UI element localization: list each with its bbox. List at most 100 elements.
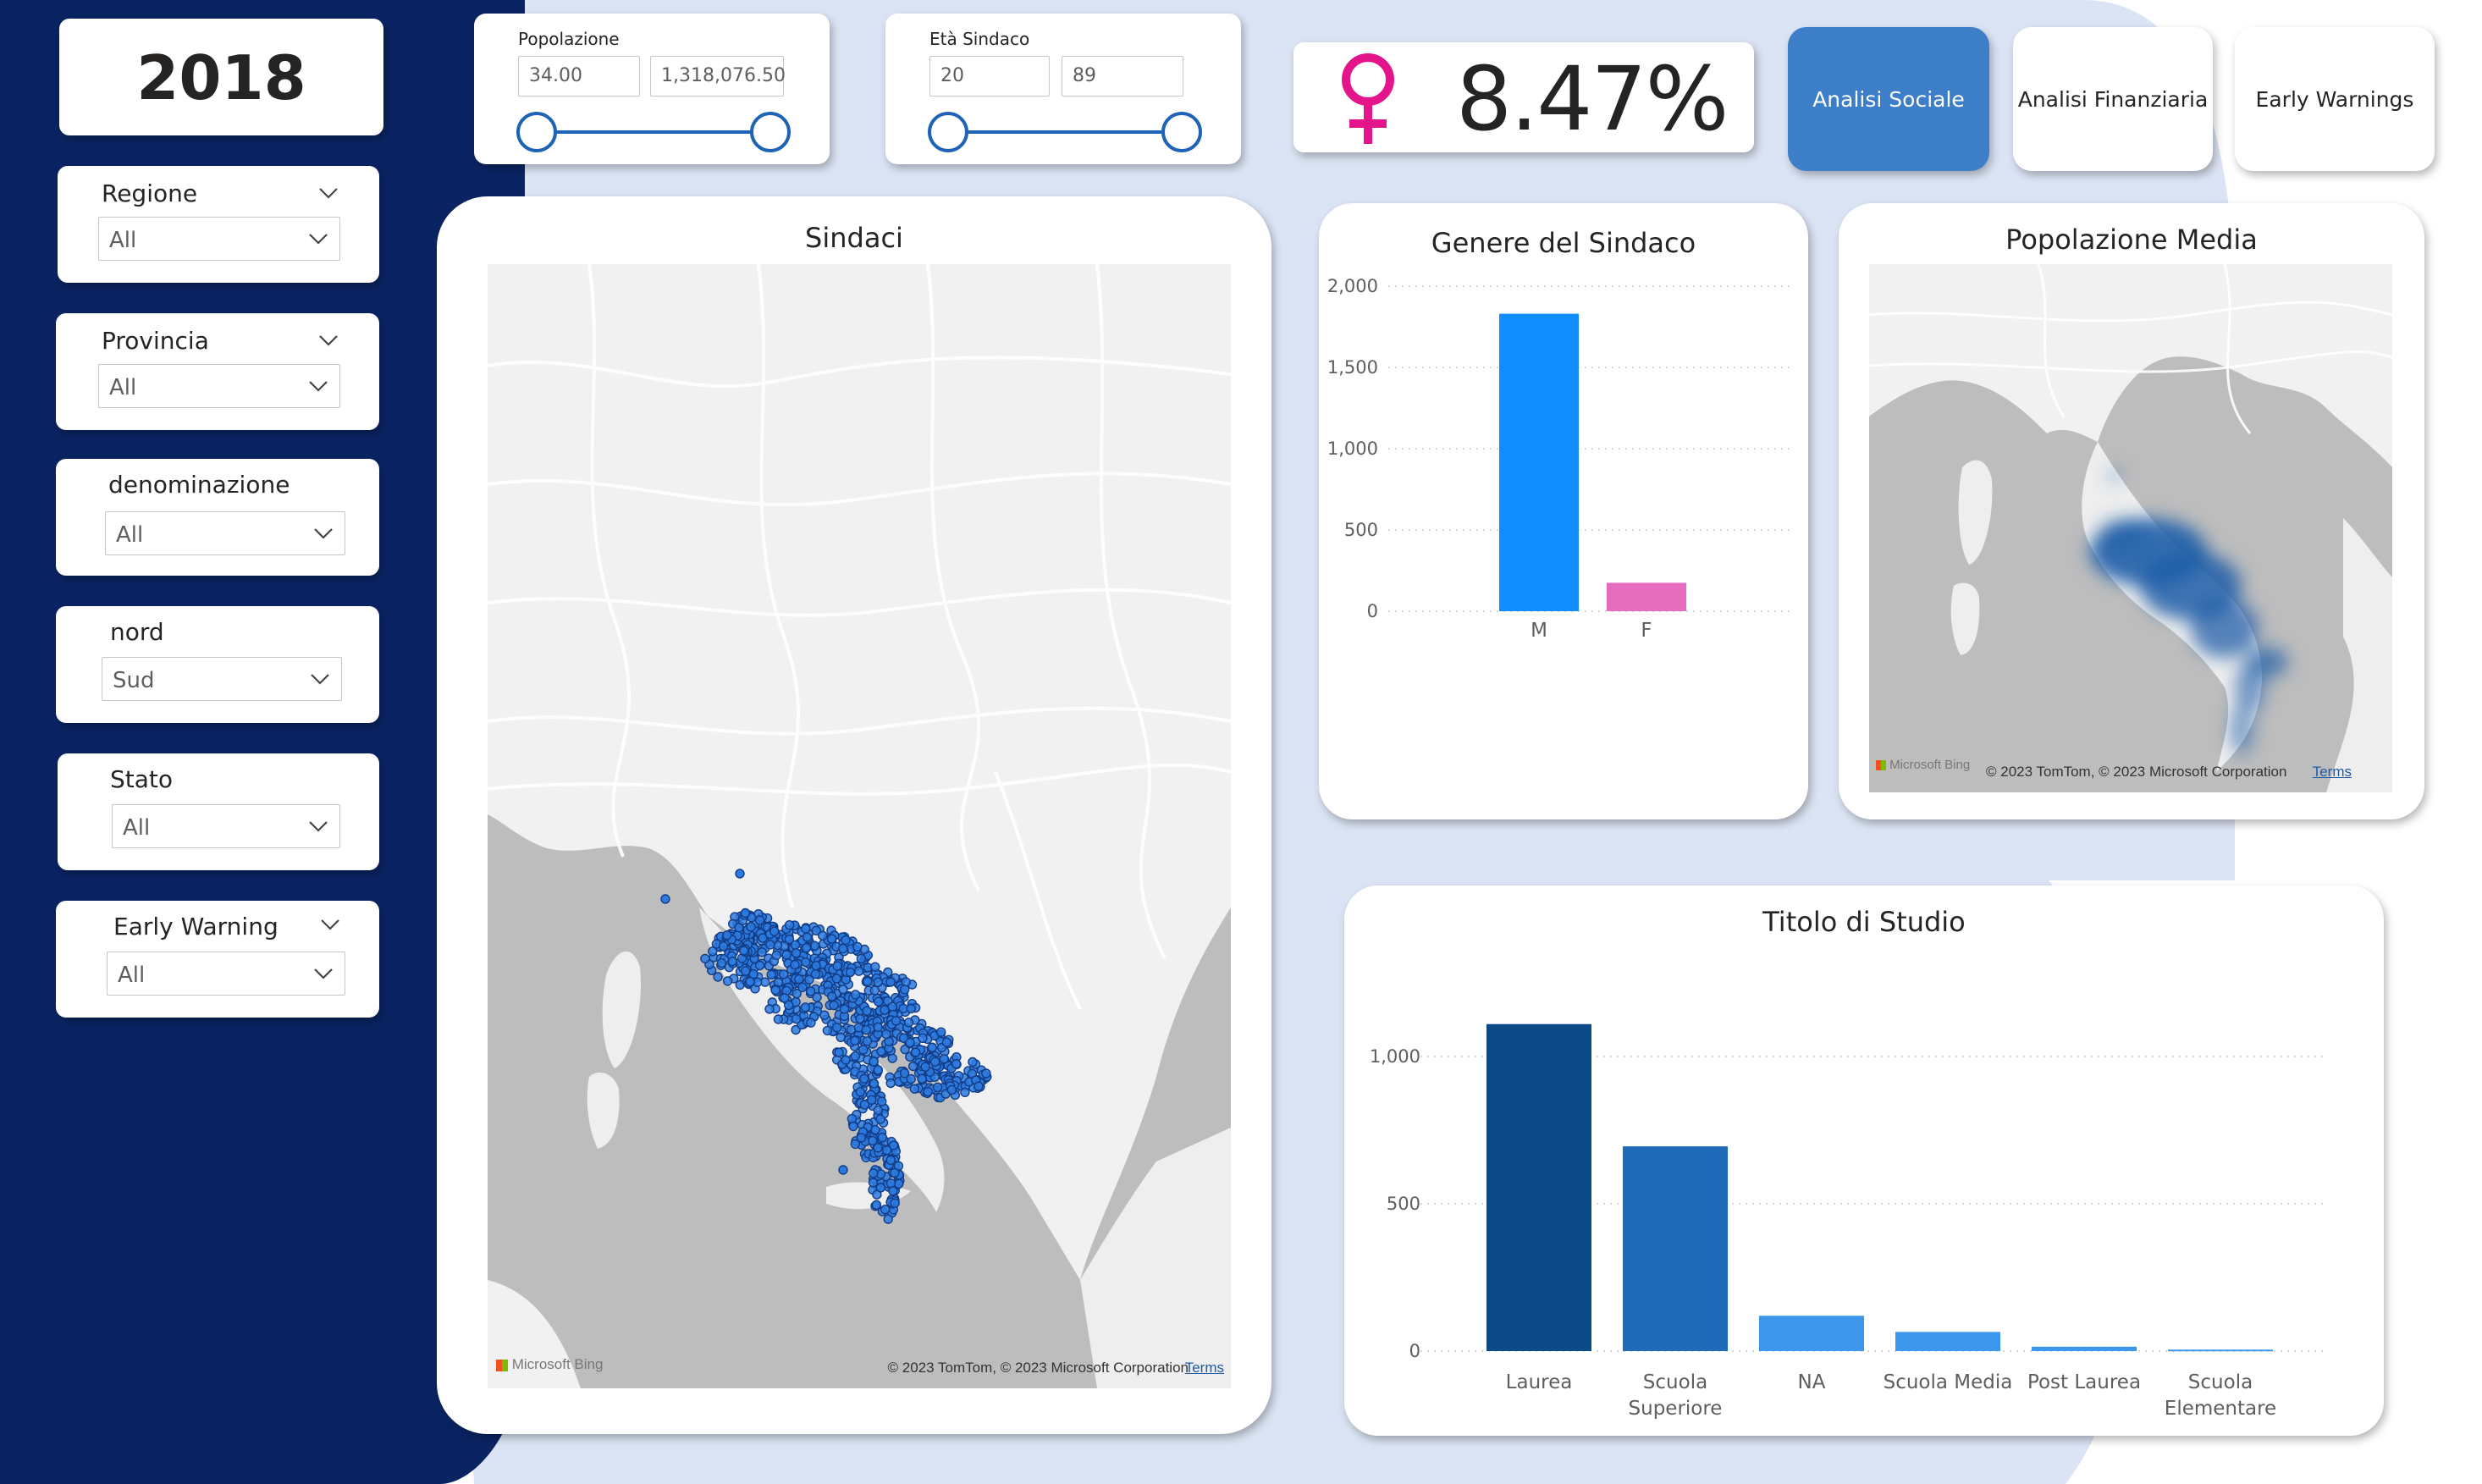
map-bubble [838,1165,848,1175]
regione-dropdown[interactable]: All [98,217,340,261]
map-bubble [863,976,873,987]
slicer-regione[interactable]: Regione All [58,166,379,283]
analisi-finanziaria-button[interactable]: Analisi Finanziaria [2013,27,2213,171]
map-bubble [951,1059,962,1069]
range-slicer-popolazione[interactable]: Popolazione 34.00 1,318,076.50 [474,14,830,164]
map-bubble [848,1121,858,1132]
map-brand: Microsoft Bing [1889,758,1971,772]
range-slicer-eta[interactable]: Età Sindaco 20 89 [885,14,1241,164]
map-bubble [838,985,848,995]
map-bubble [899,1068,910,1079]
map-bubble [829,1000,839,1011]
range-slider-track[interactable] [928,108,1207,156]
map-bubble [850,1035,860,1045]
dropdown-value: All [118,963,146,988]
range-min-input[interactable]: 20 [929,56,1050,97]
slicer-nord[interactable]: nord Sud [56,606,379,723]
map-bubble [870,1124,880,1135]
range-max-input[interactable]: 1,318,076.50 [650,56,786,97]
range-max-input[interactable]: 89 [1062,56,1183,97]
dropdown-value: All [116,522,144,548]
bing-logo: Microsoft Bing [496,1356,603,1373]
map-bubble [770,985,780,996]
map-bubble [746,922,756,932]
provincia-dropdown[interactable]: All [98,364,340,408]
chevron-down-icon[interactable] [317,181,340,205]
bar-f [1607,582,1686,611]
map-bubble [903,1018,914,1028]
map-bubble [923,1086,933,1097]
nord-dropdown[interactable]: Sud [102,657,342,701]
slicer-title: denominazione [108,471,290,499]
microsoft-logo-icon [496,1359,508,1371]
bar-studio [1623,1146,1728,1351]
map-bubble [885,977,896,987]
map-bubble [862,1036,873,1046]
chevron-down-icon[interactable] [317,328,340,352]
map-bubble [905,1037,915,1048]
slicer-denominazione[interactable]: denominazione All [56,459,379,576]
map-bubble [790,959,800,970]
map-popolazione[interactable]: Microsoft Bing © 2023 TomTom, © 2023 Mic… [1869,264,2392,792]
y-tick-label: 2,000 [1327,276,1378,296]
map-terms-link[interactable]: Terms [2312,764,2352,780]
map-bubble [861,1024,871,1035]
map-bubble [918,1033,928,1043]
heat-spot [2191,599,2259,658]
denominazione-dropdown[interactable]: All [105,511,345,555]
map-bubble [841,935,851,946]
map-bubble [722,976,733,986]
map-bubble [870,962,880,972]
map-title: Sindaci [805,222,903,254]
early-warning-dropdown[interactable]: All [107,952,345,996]
map-bubble [917,1073,927,1084]
slicer-early-warning[interactable]: Early Warning All [56,901,379,1018]
map-bubble [804,974,814,985]
map-bubble [809,941,820,951]
slicer-provincia[interactable]: Provincia All [56,313,379,430]
slicer-stato[interactable]: Stato All [58,753,379,870]
map-bubble [802,932,813,942]
map-bubble [745,976,755,987]
map-bubble [771,950,781,961]
map-bubble [927,1042,937,1052]
map-terms-link[interactable]: Terms [1184,1360,1224,1376]
map-bubble [831,974,841,984]
map-bubble [660,894,670,904]
chevron-down-icon [309,381,328,392]
map-bubble [888,1186,898,1196]
chevron-down-icon [309,821,328,832]
map-bubble [819,1010,830,1020]
map-bubble [727,957,738,967]
map-bubble [735,869,745,879]
range-min-input[interactable]: 34.00 [518,56,640,97]
y-tick-label: 1,000 [1370,1046,1420,1067]
map-bubble [797,982,808,992]
range-slider-track[interactable] [516,108,796,156]
map-copyright: © 2023 TomTom, © 2023 Microsoft Corporat… [1986,764,2286,781]
map-bubble [873,1105,883,1116]
map-bubble [885,1155,896,1166]
chart-studio: 0 500 1,000 Laurea Scuola Superiore NA Scuola M… [1370,1023,2326,1420]
map-bubble [885,1078,896,1089]
map-bubble [875,1114,885,1124]
map-brand: Microsoft Bing [511,1356,604,1372]
map-sindaci[interactable]: Microsoft Bing © 2023 TomTom, © 2023 Mic… [488,264,1231,1388]
map-bubble [801,943,812,953]
chevron-down-icon [309,234,328,245]
map-bubble [806,986,816,996]
stato-dropdown[interactable]: All [112,804,340,848]
map-bubble [920,1062,930,1072]
x-category-label: Scuola Media [1884,1371,2013,1393]
slider-handle-min [516,112,557,152]
slider-handle-max [750,112,791,152]
bar-studio [2032,1346,2137,1351]
map-bubble [827,991,837,1001]
analisi-sociale-button[interactable]: Analisi Sociale [1788,27,1989,171]
map-bubble [801,957,811,968]
map-bubble [862,1006,872,1016]
chevron-down-icon[interactable] [318,913,342,936]
chevron-down-icon [314,968,333,979]
early-warnings-button[interactable]: Early Warnings [2235,27,2435,171]
map-bubble [981,1068,991,1079]
